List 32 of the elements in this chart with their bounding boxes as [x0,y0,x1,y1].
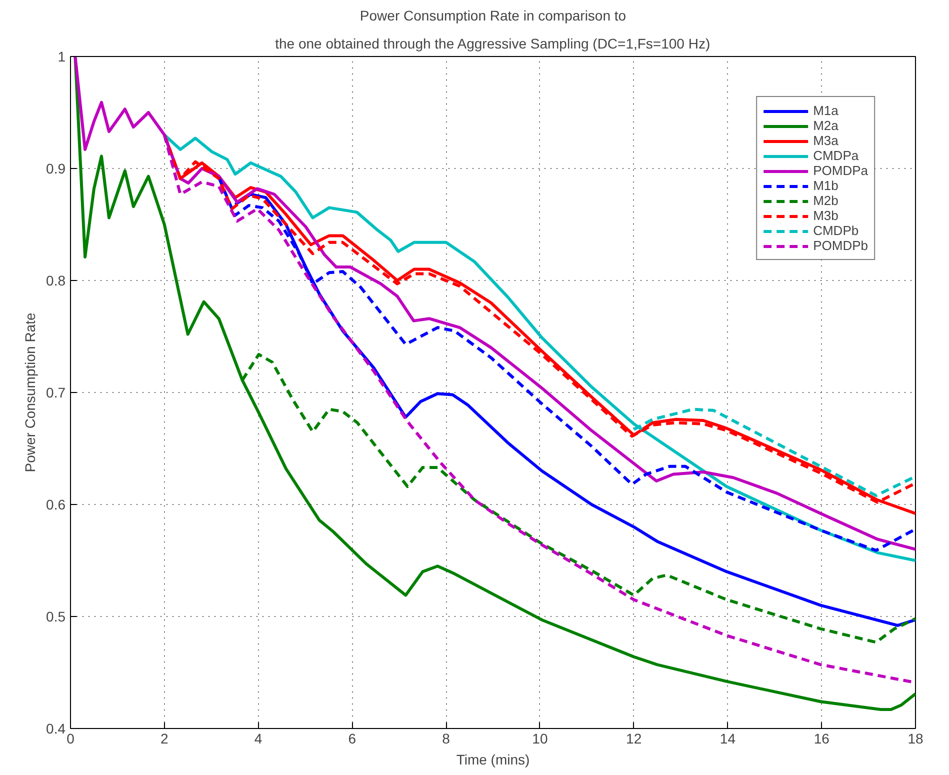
y-tick-label: 1 [58,48,66,64]
line-series [74,56,916,711]
x-tick-label: 18 [908,730,924,746]
legend-label: CMDPa [813,148,859,163]
x-tick-label: 6 [348,730,356,746]
chart-title: Power Consumption Rate in comparison to [360,8,626,24]
x-tick-label: 16 [814,730,830,746]
legend-label: POMDPb [813,238,868,253]
x-tick-label: 10 [532,730,548,746]
x-tick-label: 2 [160,730,168,746]
legend-label: M1b [813,178,838,193]
y-tick-label: 0.5 [46,608,66,624]
legend-label: M2a [813,118,838,133]
x-axis-title: Time (mins) [456,752,530,768]
legend-label: M3a [813,133,838,148]
x-tick-label: 4 [254,730,262,746]
y-tick-label: 0.4 [46,720,66,736]
y-tick-label: 0.6 [46,496,66,512]
x-tick-label: 12 [626,730,642,746]
legend-label: M1a [813,103,838,118]
legend-label: M3b [813,208,838,223]
x-tick-label: 14 [720,730,736,746]
chart-subtitle: the one obtained through the Aggressive Sampling (DC=1,Fs=100 Hz) [275,36,710,52]
x-tick-label: 8 [442,730,450,746]
y-tick-label: 0.9 [46,160,66,176]
y-tick-label: 0.7 [46,384,66,400]
legend-label: CMDPb [813,223,859,238]
y-tick-label: 0.8 [46,272,66,288]
x-tick-label: 0 [66,730,75,746]
y-axis-title: Power Consumption Rate [22,312,38,472]
legend-label: M2b [813,193,838,208]
legend-label: POMDPa [813,163,868,178]
